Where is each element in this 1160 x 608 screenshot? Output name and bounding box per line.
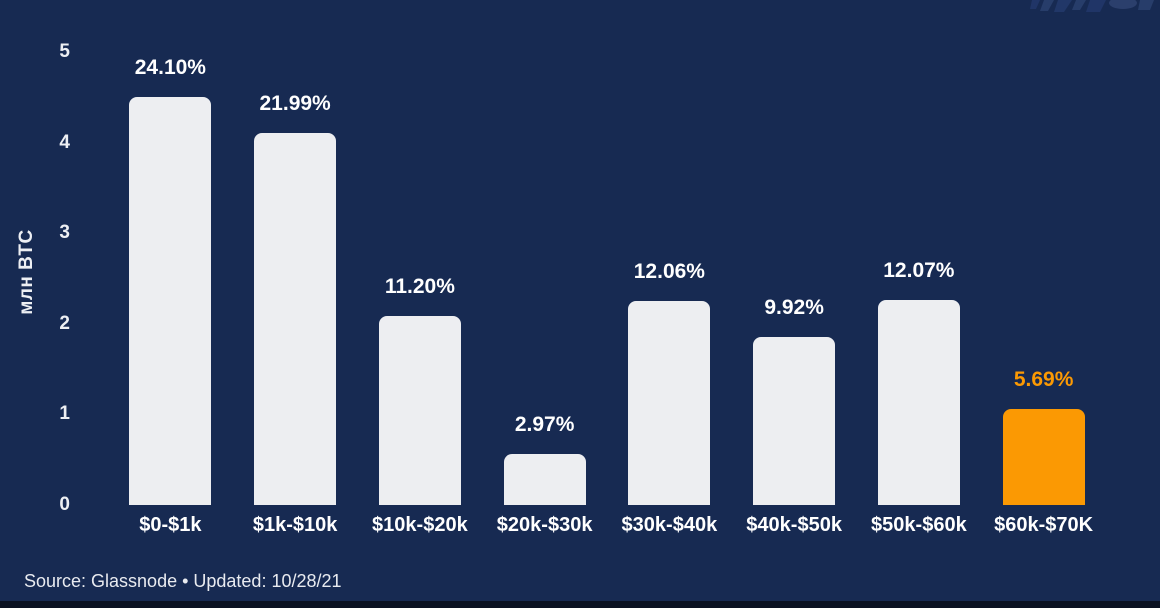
y-axis: 0 1 2 3 4 5 (34, 41, 70, 515)
y-tick-label: 5 (59, 41, 70, 62)
y-tick-label: 2 (59, 312, 70, 334)
bar-value-label: 5.69% (1013, 368, 1074, 391)
y-tick-label: 0 (59, 494, 70, 515)
bar-value-label: 2.97% (514, 413, 575, 436)
bar (503, 454, 586, 505)
y-tick-label: 3 (59, 222, 70, 244)
bar (628, 301, 711, 505)
bar (129, 97, 212, 505)
x-category-label: $60k-$70K (994, 514, 1094, 536)
x-category-label: $30k-$40k (621, 514, 718, 536)
bar-group: 2.97% $20k-$30k (482, 52, 607, 536)
bar-group: 11.20% $10k-$20k (358, 52, 483, 536)
bar-value-label: 12.06% (633, 260, 705, 283)
watermark-logo-icon (1030, 0, 1154, 12)
x-category-label: $0-$1k (139, 514, 202, 536)
bar-value-label: 12.07% (883, 259, 955, 282)
bar-group: 24.10% $0-$1k (108, 52, 233, 536)
bar (753, 337, 836, 505)
x-category-label: $1k-$10k (252, 514, 338, 536)
x-category-label: $20k-$30k (496, 514, 593, 536)
bar-value-label: 9.92% (764, 296, 824, 319)
bar (1002, 409, 1085, 505)
plot-area: 24.10% $0-$1k 21.99% $1k-$10k 11.20% $10k-$20… (108, 52, 1106, 536)
bar-value-label: 11.20% (384, 275, 455, 298)
bar (378, 316, 461, 505)
bar-group: 12.07% $50k-$60k (857, 52, 982, 536)
bar-group: 5.69% $60k-$70K (981, 52, 1106, 536)
y-tick-label: 1 (59, 403, 70, 425)
y-tick-label: 4 (59, 131, 70, 153)
bar-value-label: 24.10% (134, 56, 206, 79)
bar-group: 12.06% $30k-$40k (607, 52, 732, 536)
x-category-label: $10k-$20k (372, 514, 468, 536)
bar-group: 21.99% $1k-$10k (233, 52, 358, 536)
bottom-strip (0, 601, 1160, 608)
bar (877, 300, 960, 505)
bar-value-label: 21.99% (259, 92, 331, 115)
source-caption: Source: Glassnode • Updated: 10/28/21 (24, 571, 342, 591)
x-category-label: $50k-$60k (871, 514, 967, 536)
x-category-label: $40k-$50k (746, 514, 842, 536)
bar-group: 9.92% $40k-$50k (732, 52, 857, 536)
bar (254, 133, 337, 505)
